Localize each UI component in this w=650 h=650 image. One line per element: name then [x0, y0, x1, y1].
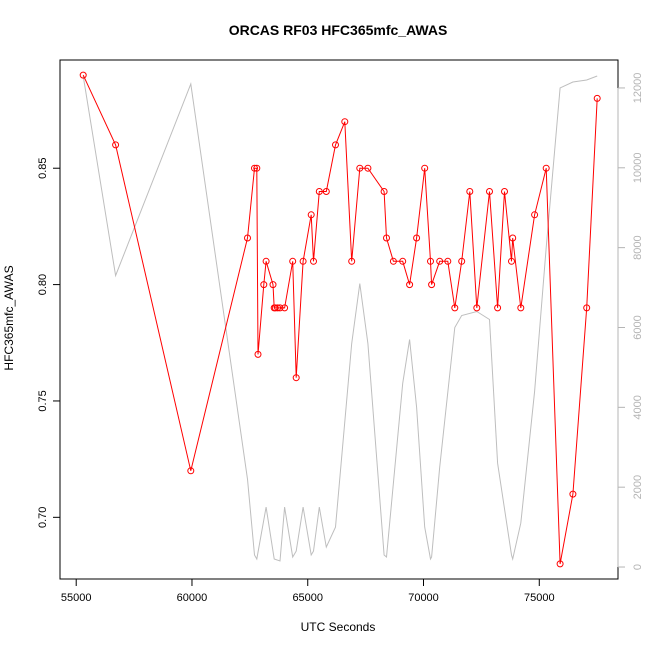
data-point [399, 257, 407, 265]
data-point [383, 234, 390, 242]
data-point [466, 188, 474, 195]
data-point [427, 257, 434, 265]
data-point [508, 257, 515, 265]
x-tick-label: 75000 [524, 592, 555, 604]
x-axis: 55000 60000 65000 70000 75000 [61, 579, 555, 604]
x-tick-label: 65000 [292, 592, 323, 604]
data-point [187, 467, 195, 475]
data-point [112, 141, 120, 149]
data-point [542, 164, 550, 172]
data-point [593, 94, 601, 102]
data-point [473, 304, 481, 312]
x-tick-label: 60000 [177, 592, 208, 604]
data-point [260, 281, 268, 289]
x-axis-label: UTC Seconds [301, 620, 376, 634]
y2-tick-label: 0 [632, 564, 644, 570]
data-point [276, 304, 284, 312]
data-point [348, 257, 356, 265]
data-point [406, 281, 414, 289]
data-point [262, 257, 270, 265]
data-point [251, 164, 258, 172]
data-point [389, 257, 397, 265]
data-point [556, 560, 564, 568]
data-point [269, 281, 277, 289]
data-point [281, 304, 289, 312]
data-point [583, 304, 591, 312]
y-tick-label: 0.80 [37, 274, 49, 295]
data-point [509, 234, 517, 242]
data-point [244, 234, 251, 242]
chart-title: ORCAS RF03 HFC365mfc_AWAS [229, 22, 448, 38]
y-axis-label: HFC365mfc_AWAS [2, 265, 16, 370]
data-point [253, 164, 261, 172]
data-point [451, 304, 459, 312]
altitude-series-line [82, 75, 598, 562]
data-point [79, 71, 87, 79]
data-point [421, 164, 429, 172]
data-point [569, 490, 577, 498]
y2-tick-label: 2000 [632, 475, 644, 499]
data-point [364, 164, 372, 172]
data-point [299, 257, 307, 265]
data-point [517, 304, 525, 312]
data-point [289, 257, 297, 265]
data-point [494, 304, 502, 312]
y-tick-label: 0.75 [37, 390, 49, 411]
data-point [428, 281, 436, 289]
data-point [271, 304, 279, 312]
y2-tick-label: 6000 [632, 315, 644, 339]
data-point [436, 257, 444, 265]
data-point [332, 141, 339, 149]
x-tick-label: 55000 [61, 592, 92, 604]
data-point [444, 257, 452, 265]
y-tick-label: 0.85 [37, 158, 49, 179]
data-point [310, 257, 317, 265]
data-point [307, 211, 315, 219]
plot-frame [59, 59, 619, 580]
data-point [254, 350, 262, 358]
data-point [531, 211, 539, 219]
y2-tick-label: 12000 [632, 73, 644, 104]
data-point [341, 118, 349, 126]
data-point [322, 188, 330, 195]
hfc-series-line [82, 74, 598, 564]
y-tick-label: 0.70 [37, 507, 49, 528]
y2-tick-label: 8000 [632, 235, 644, 259]
data-point [501, 188, 508, 195]
y2-tick-label: 4000 [632, 395, 644, 419]
x-tick-label: 70000 [408, 592, 439, 604]
data-point [274, 304, 282, 312]
data-point [356, 164, 364, 172]
data-point [292, 374, 300, 382]
series-layer [79, 71, 601, 568]
y2-axis: 0 2000 4000 6000 8000 10000 12000 [617, 73, 644, 570]
data-point [486, 188, 493, 195]
y2-tick-label: 10000 [632, 152, 644, 183]
data-point [413, 234, 421, 242]
data-point [458, 257, 466, 265]
data-point [380, 188, 388, 195]
y-axis: 0.70 0.75 0.80 0.85 [37, 158, 60, 528]
data-point [315, 188, 323, 195]
